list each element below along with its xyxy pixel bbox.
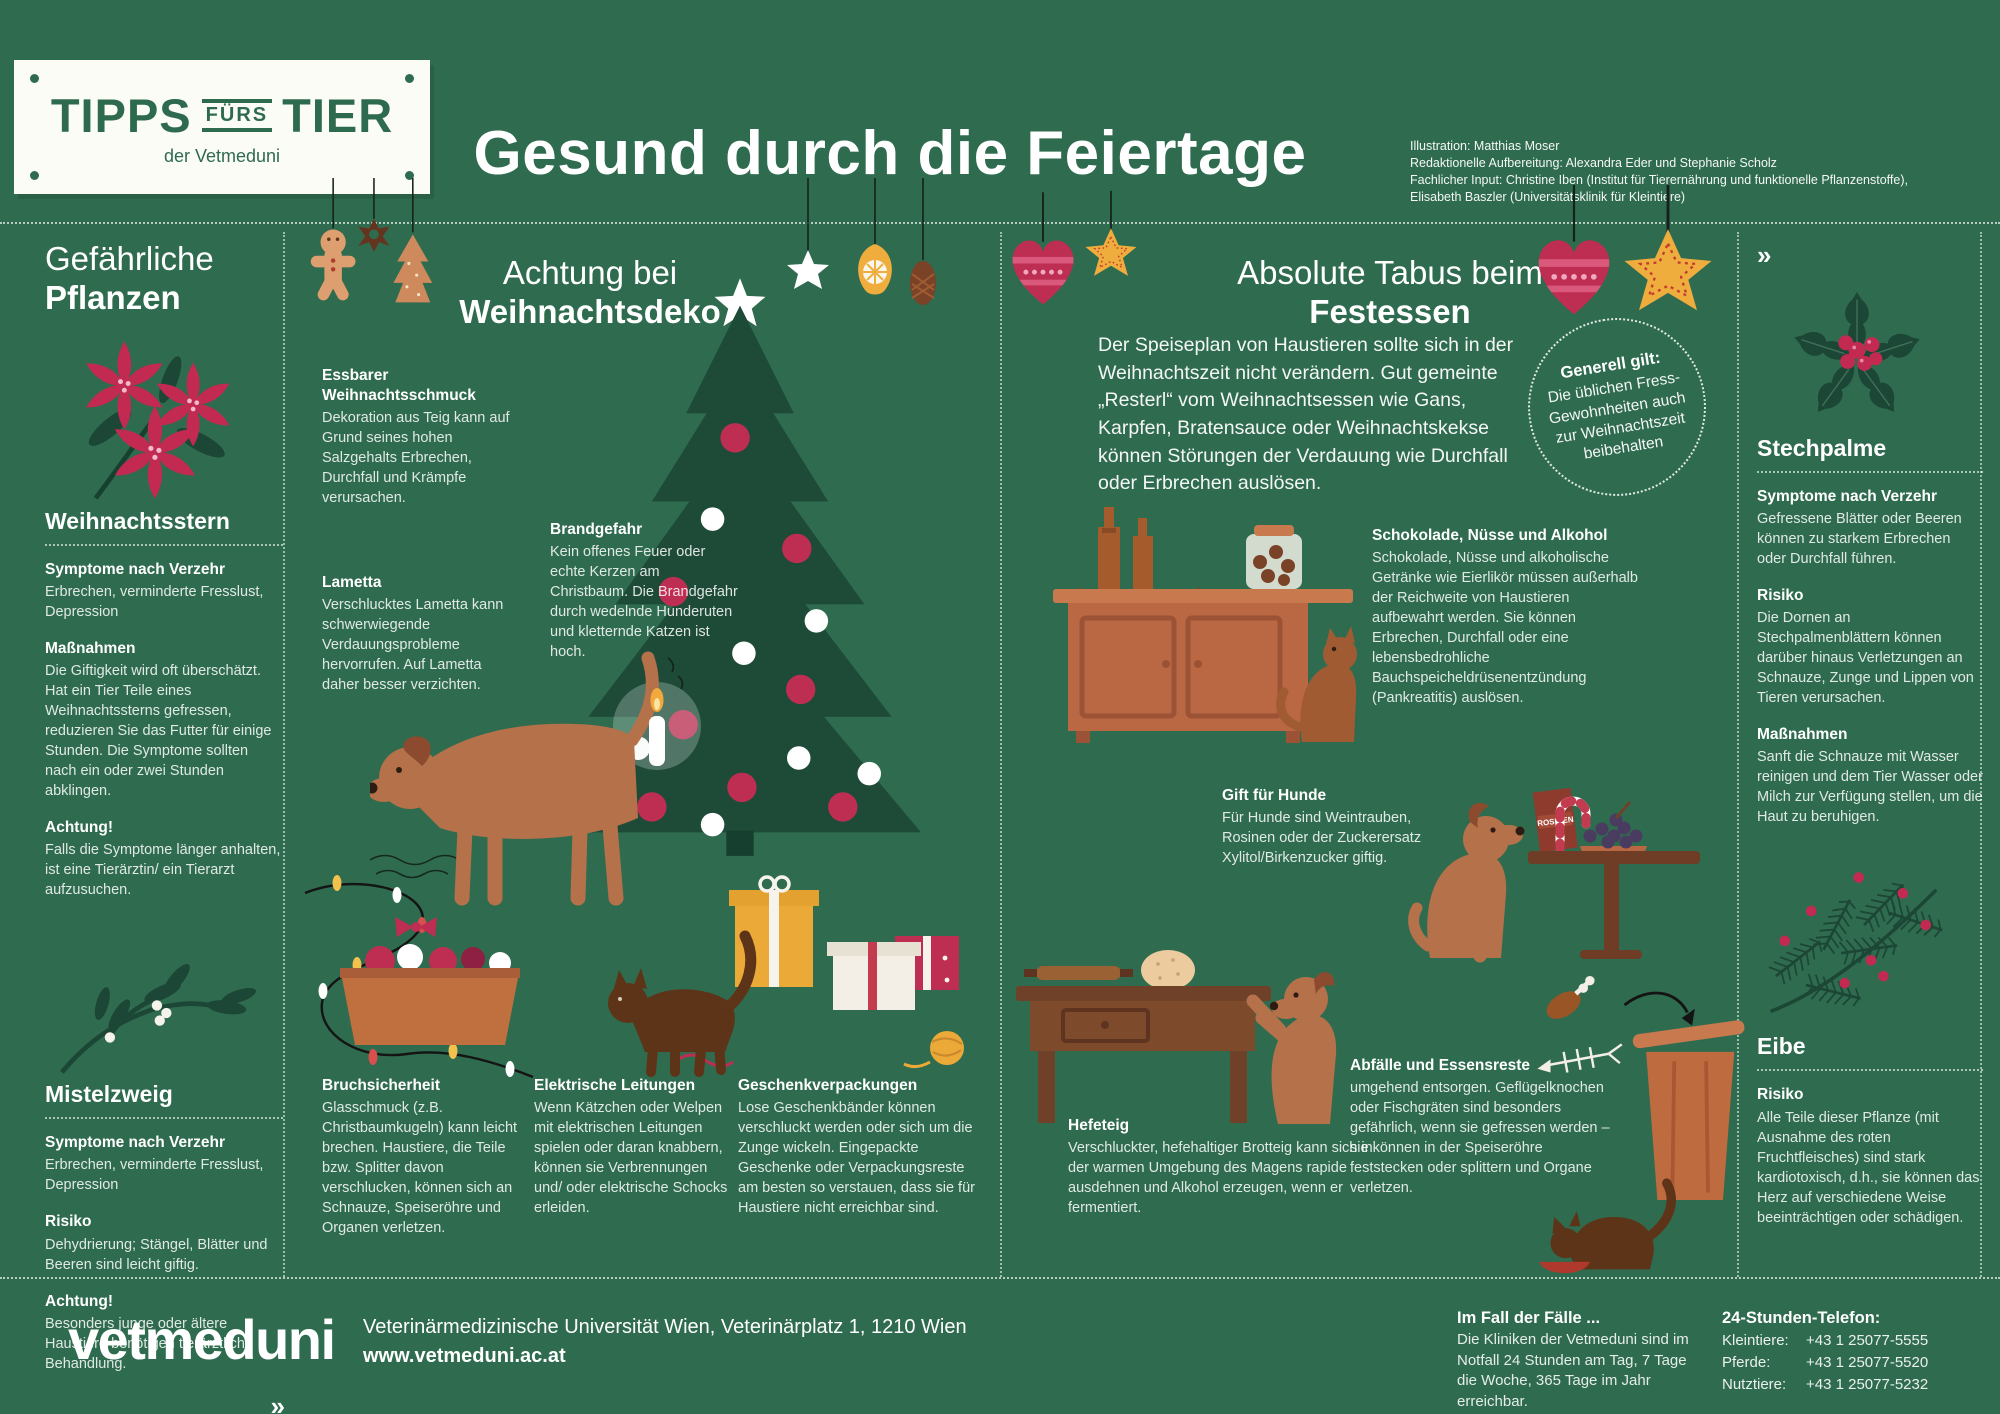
logo-word-fuers: FÜRS: [205, 103, 269, 126]
column-dangerous-plants: Gefährliche Pflanzen Weihnachtsstern Sym…: [45, 240, 285, 1414]
kitchen-table-dog-illustration: [1016, 950, 1337, 1124]
christmas-tree-illustration: [558, 278, 922, 856]
yew-branch-illustration: [1767, 872, 1948, 1014]
fest-block-abfaelle: Abfälle und Essensreste umgehend entsorg…: [1350, 1057, 1610, 1197]
phone-row: Kleintiere: +43 1 25077-5555: [1722, 1332, 1929, 1349]
column-christmas-deco: Achtung bei Weihnachtsdeko: [304, 178, 1000, 1275]
mistletoe-illustration: [60, 964, 256, 1075]
festessen-intro: Der Speiseplan von Haustieren sollte sic…: [1098, 334, 1514, 495]
trash-bin-and-cat-illustration: [1537, 975, 1745, 1274]
deco-heading: Achtung bei Weihnachtsdeko: [459, 254, 721, 330]
dog-and-candle-illustration: [370, 651, 701, 906]
header-divider: [0, 222, 2000, 224]
plants-heading: Gefährliche Pflanzen: [45, 240, 214, 316]
heart-star-ornaments-left-icon: [1005, 190, 1138, 345]
footer-address: Veterinärmedizinische Universität Wien, …: [363, 1313, 967, 1371]
column-divider-3: [1737, 232, 1739, 1277]
poinsettia-illustration: [53, 330, 253, 500]
tipps-fuers-tier-logo: TIPPS FÜRS TIER der Vetmeduni: [14, 60, 430, 194]
deco-block-geschenkverpackungen: Geschenkverpackungen Lose Geschenkbänder…: [738, 1077, 975, 1217]
cabinet-and-cat-illustration: [1053, 507, 1357, 743]
plant-name: Mistelzweig: [45, 1081, 283, 1120]
festessen-heading: Absolute Tabus beim Festessen: [1237, 254, 1543, 330]
dog-at-table-illustration: ROSINEN: [1408, 787, 1700, 963]
credit-line: Fachlicher Input: Christine Iben (Instit…: [1410, 172, 1908, 187]
bauble-box-and-lights-illustration: [304, 875, 534, 1079]
logo-word-tier: TIER: [282, 88, 394, 142]
address-line: Veterinärmedizinische Universität Wien, …: [363, 1316, 967, 1338]
deco-block-bruchsicherheit: Bruchsicherheit Glasschmuck (z.B. Christ…: [322, 1077, 518, 1237]
website-link[interactable]: www.vetmeduni.ac.at: [363, 1345, 566, 1367]
footer: vetmeduni Veterinärmedizinische Universi…: [0, 1277, 2000, 1414]
column-divider-1: [283, 232, 285, 1277]
credits: Illustration: Matthias Moser Redaktionel…: [1410, 138, 1990, 206]
gingerbread-cookies-icon: [310, 178, 433, 303]
footer-divider: [0, 1277, 2000, 1279]
section-weihnachtsstern: Weihnachtsstern Symptome nach Verzehr Erb…: [45, 508, 283, 900]
phone-info: 24-Stunden-Telefon: Kleintiere: +43 1 25…: [1722, 1309, 1962, 1395]
credit-line: Illustration: Matthias Moser: [1410, 139, 1560, 153]
fest-block-hefeteig: Hefeteig Verschluckter, hefehaltiger Bro…: [1068, 1117, 1373, 1217]
holly-illustration: [1789, 291, 1925, 420]
deco-block-lametta: Lametta Verschlucktes Lametta kann schwe…: [322, 574, 504, 694]
section-eibe: Eibe Risiko Alle Teile dieser Pflanze (mi…: [1757, 1033, 1983, 1227]
cat-and-gifts-illustration: [608, 875, 964, 1077]
logo-word-tipps: TIPPS: [50, 88, 192, 142]
page-title: Gesund durch die Feiertage: [473, 119, 1307, 188]
hanging-ornaments-icon: [787, 178, 936, 305]
section-stechpalme: Stechpalme Symptome nach Verzehr Gefresse…: [1757, 435, 1983, 826]
more-arrow: »: [270, 1390, 285, 1414]
emergency-info: Im Fall der Fälle ... Die Kliniken der V…: [1457, 1309, 1689, 1411]
column-festive-food: Absolute Tabus beim Festessen Der Speise…: [1030, 185, 1745, 1275]
more-arrow: »: [1757, 240, 1771, 270]
credit-line: Elisabeth Baszler (Universitätsklinik fü…: [1410, 189, 1686, 204]
deco-block-brandgefahr: Brandgefahr Kein offenes Feuer oder echt…: [550, 521, 738, 661]
phone-row: Nutztiere: +43 1 25077-5232: [1722, 1375, 1929, 1393]
phone-row: Pferde: +43 1 25077-5520: [1722, 1353, 1929, 1371]
column-right-plants: » Stechpalme Symptome nach Verzehr Gefres…: [1757, 240, 1983, 1245]
plant-name: Weihnachtsstern: [45, 508, 283, 546]
credit-line: Redaktionelle Aufbereitung: Alexandra Ed…: [1410, 155, 1777, 170]
deco-block-essbarer: Essbarer Weihnachtsschmuck Dekoration au…: [322, 367, 510, 507]
plant-name: Eibe: [1757, 1033, 1983, 1072]
logo-subtitle: der Vetmeduni: [163, 145, 281, 166]
right-margin-divider: [1980, 232, 1982, 1277]
fest-block-gift-fuer-hunde: Gift für Hunde Für Hunde sind Weintraube…: [1222, 787, 1422, 867]
section-mistelzweig: Mistelzweig Symptome nach Verzehr Erbrech…: [45, 1081, 283, 1373]
vetmeduni-logo: vetmeduni: [68, 1308, 336, 1371]
deco-block-elektrische-leitungen: Elektrische Leitungen Wenn Kätzchen oder…: [534, 1077, 728, 1217]
column-divider-2: [1000, 232, 1002, 1277]
fest-block-schokolade: Schokolade, Nüsse und Alkohol Schokolade…: [1372, 527, 1638, 707]
plant-name: Stechpalme: [1757, 435, 1983, 473]
